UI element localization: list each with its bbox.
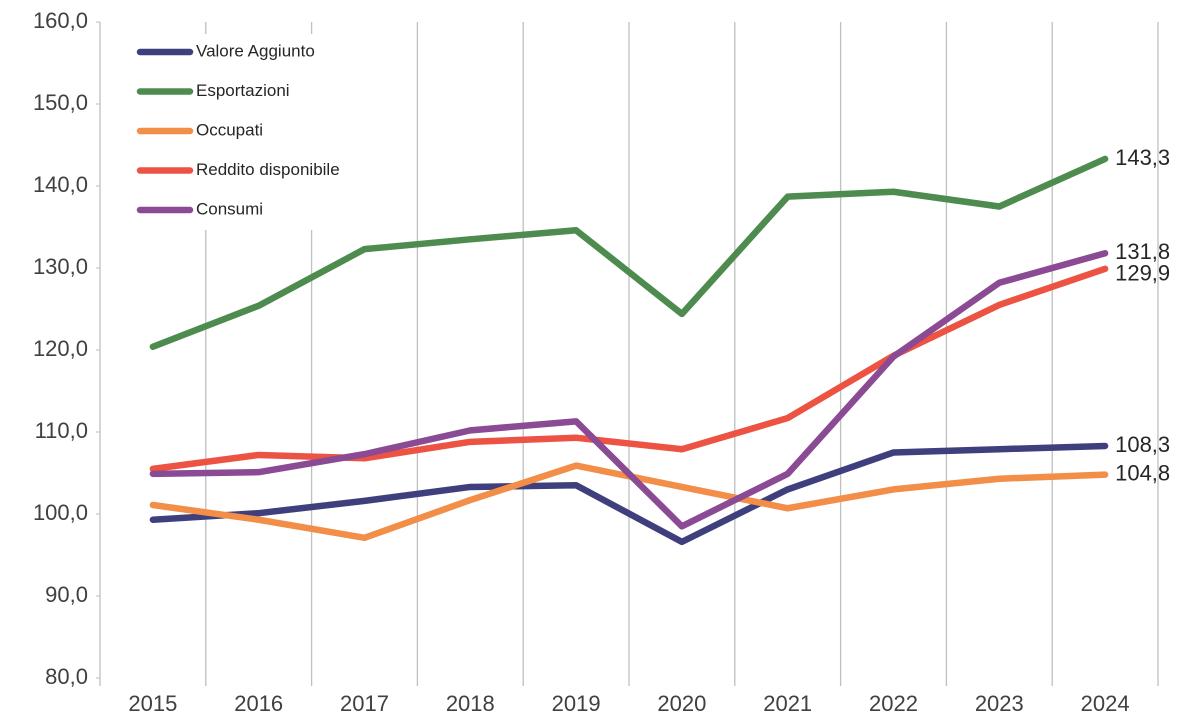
y-tick-label: 130,0 xyxy=(33,254,88,279)
series-line xyxy=(149,155,1109,350)
legend-label: Valore Aggiunto xyxy=(196,41,315,60)
y-tick-label: 120,0 xyxy=(33,336,88,361)
x-tick-label: 2017 xyxy=(340,691,389,716)
x-tick-label: 2022 xyxy=(869,691,918,716)
series-line xyxy=(149,442,1109,546)
data-label: 143,3 xyxy=(1115,145,1170,170)
y-tick-label: 110,0 xyxy=(35,418,88,443)
legend-label: Consumi xyxy=(196,199,263,218)
y-tick-label: 140,0 xyxy=(33,172,88,197)
y-tick-label: 150,0 xyxy=(33,90,88,115)
series-line xyxy=(149,249,1109,530)
legend-label: Reddito disponibile xyxy=(196,160,340,179)
x-tick-label: 2015 xyxy=(128,691,177,716)
x-tick-label: 2021 xyxy=(763,691,812,716)
data-label: 104,8 xyxy=(1115,460,1170,485)
data-label: 129,9 xyxy=(1115,261,1170,286)
x-tick-label: 2020 xyxy=(657,691,706,716)
y-tick-label: 80,0 xyxy=(45,664,88,689)
y-tick-label: 100,0 xyxy=(33,500,88,525)
data-label: 131,8 xyxy=(1115,239,1170,264)
x-tick-label: 2018 xyxy=(446,691,495,716)
legend-label: Occupati xyxy=(196,120,263,139)
series-line xyxy=(149,265,1109,473)
legend-label: Esportazioni xyxy=(196,81,290,100)
x-tick-label: 2019 xyxy=(552,691,601,716)
data-label: 108,3 xyxy=(1115,432,1170,457)
x-tick-label: 2023 xyxy=(975,691,1024,716)
y-tick-label: 160,0 xyxy=(33,8,88,33)
x-tick-label: 2016 xyxy=(234,691,283,716)
y-tick-label: 90,0 xyxy=(45,582,88,607)
x-tick-label: 2024 xyxy=(1081,691,1130,716)
